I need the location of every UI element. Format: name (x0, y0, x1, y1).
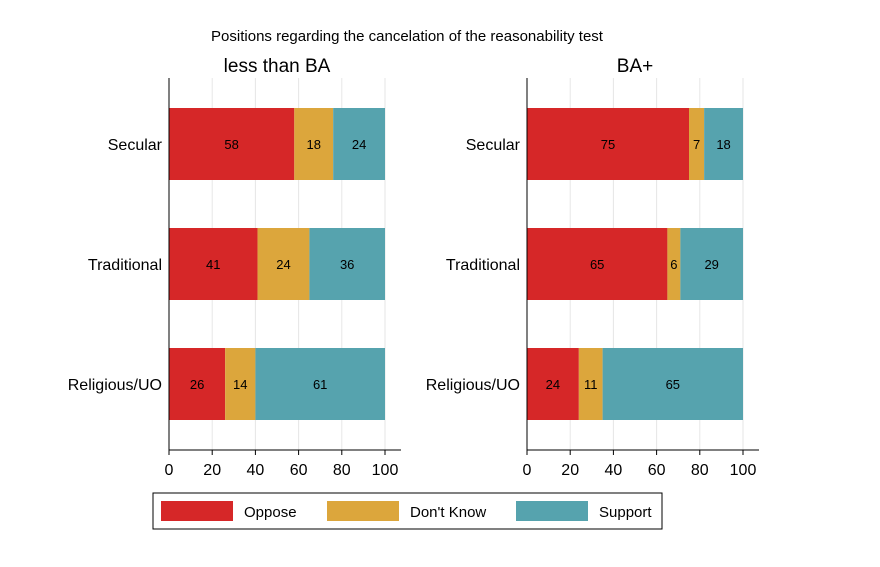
x-tick-label: 40 (247, 462, 265, 479)
bar-label: 14 (233, 377, 247, 392)
category-label: Religious/UO (426, 377, 520, 394)
category-label: Religious/UO (68, 377, 162, 394)
chart-title: Positions regarding the cancelation of t… (211, 28, 604, 45)
legend-label: Don't Know (410, 504, 486, 521)
bar-label: 6 (670, 257, 677, 272)
bar-label: 24 (276, 257, 290, 272)
legend-swatch-don-t-know (327, 501, 399, 521)
x-tick-label: 20 (203, 462, 221, 479)
bar-traditional-oppose (169, 228, 258, 300)
legend-label: Support (599, 504, 652, 521)
panel-ba: BA+ 75 7 18 Secular 65 6 29 Traditional 24 11 65 Rel… (426, 56, 759, 479)
legend-swatch-support (516, 501, 588, 521)
bar-secular-support (333, 108, 385, 180)
legend-swatch-oppose (161, 501, 233, 521)
bar-label: 18 (716, 137, 730, 152)
category-label: Traditional (446, 257, 520, 274)
bar-religious-uo-support (602, 348, 743, 420)
bar-label: 65 (666, 377, 680, 392)
bar-secular-oppose (169, 108, 295, 180)
bar-label: 24 (546, 377, 560, 392)
bar-label: 65 (590, 257, 604, 272)
x-tick-label: 60 (648, 462, 666, 479)
x-tick-label: 100 (730, 462, 757, 479)
bar-label: 58 (224, 137, 238, 152)
bar-label: 18 (306, 137, 320, 152)
x-tick-label: 60 (290, 462, 308, 479)
bar-label: 36 (340, 257, 354, 272)
bar-label: 61 (313, 377, 327, 392)
category-label: Secular (466, 137, 521, 154)
x-tick-label: 40 (605, 462, 623, 479)
bar-traditional-don-t-know (667, 228, 681, 300)
x-tick-label: 0 (523, 462, 532, 479)
bar-label: 29 (704, 257, 718, 272)
bar-religious-uo-support (255, 348, 385, 420)
legend: Oppose Don't Know Support (152, 492, 663, 530)
category-label: Secular (108, 137, 163, 154)
bar-label: 26 (190, 377, 204, 392)
panels: less than BA 58 18 24 Secular 41 24 36 Tradition… (68, 56, 759, 479)
bar-secular-don-t-know (294, 108, 334, 180)
bar-religious-uo-oppose (169, 348, 226, 420)
bar-religious-uo-don-t-know (225, 348, 256, 420)
bar-religious-uo-don-t-know (578, 348, 603, 420)
bar-traditional-oppose (527, 228, 668, 300)
x-tick-label: 80 (333, 462, 351, 479)
bar-traditional-don-t-know (257, 228, 310, 300)
bar-traditional-support (309, 228, 385, 300)
x-tick-label: 0 (165, 462, 174, 479)
bar-label: 41 (206, 257, 220, 272)
bar-traditional-support (680, 228, 743, 300)
bar-label: 75 (601, 137, 615, 152)
bar-secular-don-t-know (689, 108, 705, 180)
panel-less-than-ba: less than BA 58 18 24 Secular 41 24 36 Tradition… (68, 56, 401, 479)
bar-label: 24 (352, 137, 366, 152)
legend-label: Oppose (244, 504, 297, 521)
x-tick-label: 100 (372, 462, 399, 479)
bar-secular-oppose (527, 108, 689, 180)
panel-title: BA+ (617, 56, 653, 77)
x-tick-label: 80 (691, 462, 709, 479)
bar-label: 7 (693, 137, 700, 152)
bar-label: 11 (584, 377, 598, 392)
category-label: Traditional (88, 257, 162, 274)
bar-religious-uo-oppose (527, 348, 579, 420)
panel-title: less than BA (224, 56, 331, 77)
x-tick-label: 20 (561, 462, 579, 479)
bar-secular-support (704, 108, 743, 180)
